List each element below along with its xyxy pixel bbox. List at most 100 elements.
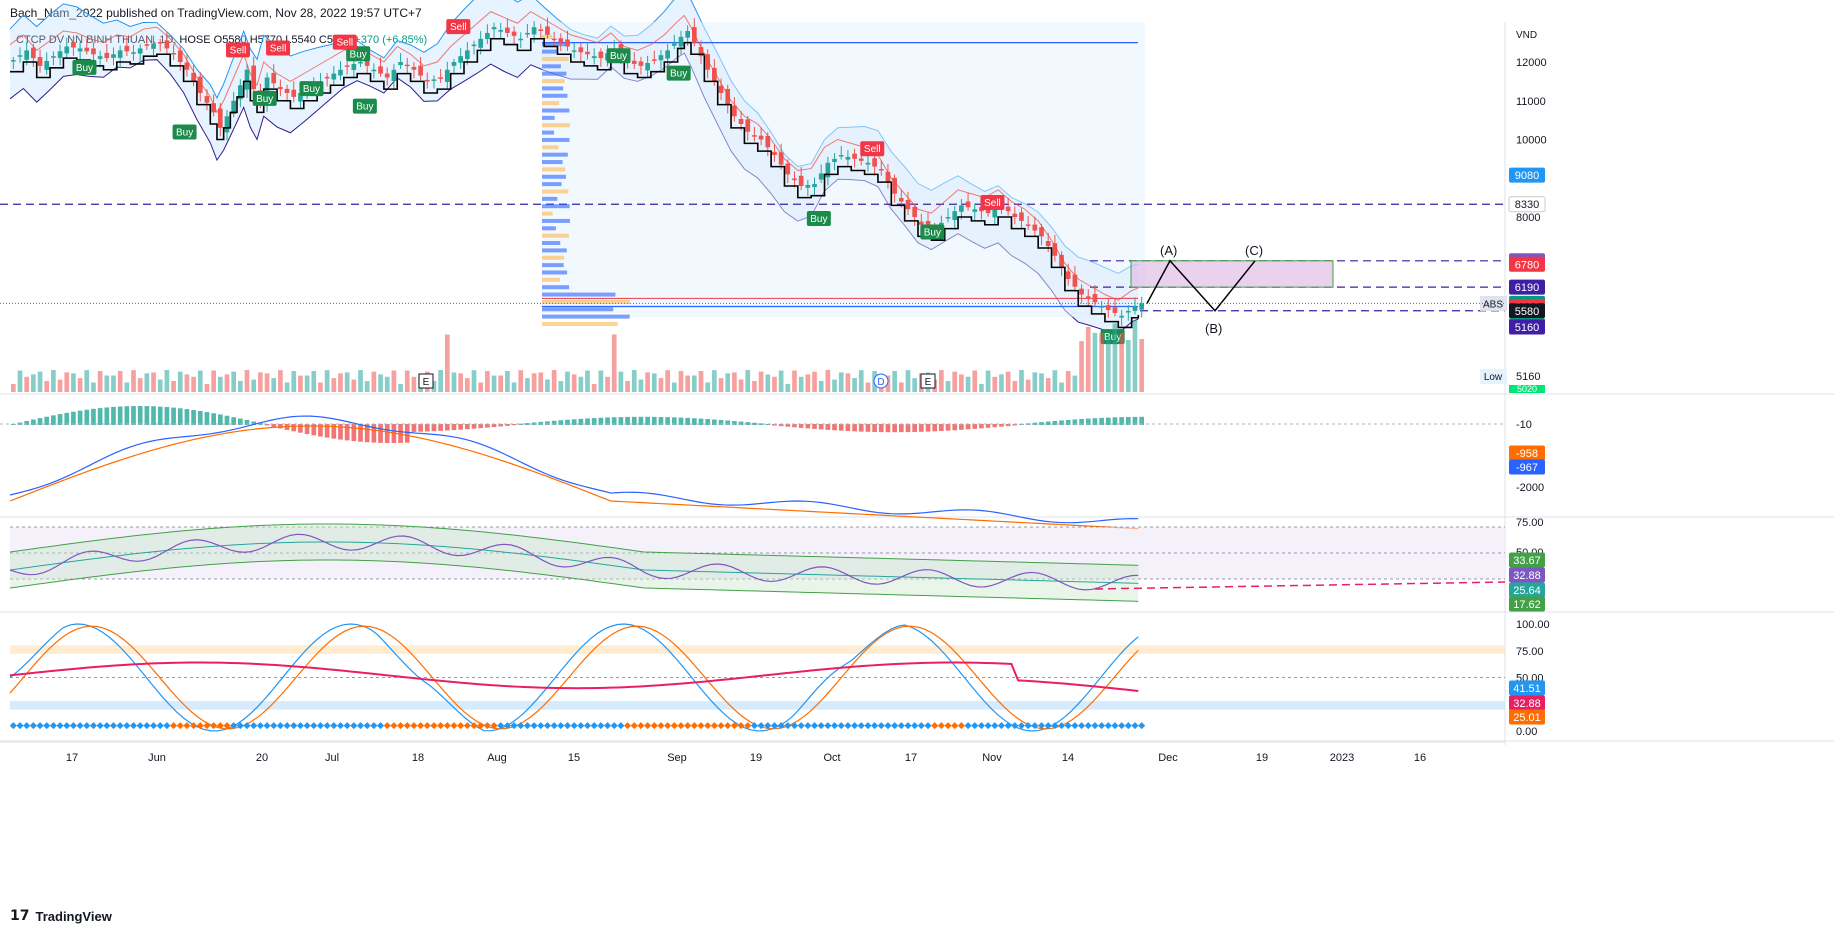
stoch-diamond-marker xyxy=(550,722,558,730)
stoch-diamond-marker xyxy=(570,722,578,730)
volume-profile-bar xyxy=(542,71,567,76)
stoch-diamond-marker xyxy=(851,722,859,730)
volume-bar xyxy=(972,370,978,392)
volume-bar xyxy=(818,380,824,392)
candle-body xyxy=(471,44,477,47)
macd-histogram-bar xyxy=(151,406,156,425)
volume-bar xyxy=(712,370,717,392)
stoch-diamond-marker xyxy=(844,722,852,730)
candle-body xyxy=(1065,271,1071,279)
candle-body xyxy=(244,69,250,90)
candle-body xyxy=(1092,293,1098,303)
macd-histogram-bar xyxy=(551,420,557,425)
macd-histogram-bar xyxy=(798,424,804,428)
volume-profile-bar xyxy=(542,307,614,312)
price-label-text: 9080 xyxy=(1515,170,1539,182)
candle-body xyxy=(291,89,297,97)
candle-body xyxy=(505,27,510,33)
buy-signal xyxy=(252,90,277,106)
macd-histogram-bar xyxy=(1092,418,1098,425)
stoch-diamond-marker xyxy=(1118,722,1126,730)
candle-body xyxy=(1099,306,1104,308)
stoch-diamond-marker xyxy=(937,722,945,730)
candle-body xyxy=(965,201,971,208)
stoch-diamond-marker xyxy=(323,722,331,730)
candle-body xyxy=(278,86,283,90)
x-axis-tick: 17 xyxy=(66,752,78,764)
stoch-diamond-marker xyxy=(150,722,158,730)
candle-body xyxy=(77,48,83,52)
candle-body xyxy=(1052,243,1058,256)
volume-bar xyxy=(1125,339,1131,392)
stoch-k-line xyxy=(9,623,1139,732)
stoch-diamond-marker xyxy=(717,722,725,730)
candle-body xyxy=(585,51,590,55)
buy-signal-label: Buy xyxy=(610,51,627,62)
volume-bar xyxy=(478,382,484,392)
candle-body xyxy=(985,209,991,214)
volume-bar xyxy=(111,375,116,392)
stoch-diamond-marker xyxy=(891,722,899,730)
earnings-marker xyxy=(920,373,936,389)
stoch-diamond-marker xyxy=(296,722,304,730)
volume-bar xyxy=(745,370,751,392)
volume-bar xyxy=(505,371,510,392)
macd-histogram-bar xyxy=(411,424,417,432)
macd-histogram-bar xyxy=(785,424,791,427)
volume-bar xyxy=(939,370,944,392)
abs-tag xyxy=(1480,295,1507,311)
candle-body xyxy=(651,59,657,61)
macd-histogram-bar xyxy=(137,406,143,425)
volume-bar xyxy=(157,379,163,392)
macd-histogram-bar xyxy=(591,418,597,425)
candle-body xyxy=(177,50,183,62)
macd-axis-tick: -2000 xyxy=(1516,482,1544,494)
macd-histogram-bar xyxy=(692,418,697,425)
macd-histogram-bar xyxy=(752,422,757,425)
macd-histogram-bar xyxy=(1119,417,1124,425)
x-axis-tick: Nov xyxy=(982,752,1002,764)
volume-bar xyxy=(692,375,697,392)
stoch-diamond-marker xyxy=(497,722,505,730)
volume-profile-bar xyxy=(542,196,558,201)
volume-bar xyxy=(732,372,737,392)
x-axis-tick: 16 xyxy=(1414,752,1426,764)
stoch-oversold-band xyxy=(10,701,1505,710)
macd-histogram-bar xyxy=(64,412,70,425)
volume-bar xyxy=(905,370,911,392)
volume-profile-bar xyxy=(542,226,556,231)
volume-bar xyxy=(852,378,857,392)
macd-histogram-bar xyxy=(491,424,497,428)
volume-bar xyxy=(238,380,243,392)
macd-histogram-bar xyxy=(358,424,363,442)
macd-histogram-bar xyxy=(738,421,744,425)
candle-body xyxy=(1032,224,1038,231)
buy-signal xyxy=(352,98,377,114)
macd-histogram-bar xyxy=(565,419,570,425)
price-label-5020 xyxy=(1509,385,1545,393)
volume-profile-bar xyxy=(542,314,630,319)
macd-histogram-bar xyxy=(892,424,897,433)
stoch-diamond-marker xyxy=(704,722,712,730)
stoch-diamond-marker xyxy=(457,722,465,730)
stoch-diamond-marker xyxy=(777,722,785,730)
macd-histogram-bar xyxy=(378,424,383,443)
stoch-diamond-marker xyxy=(303,722,311,730)
macd-label-text: -967 xyxy=(1516,462,1538,474)
stoch-diamond-marker xyxy=(163,722,171,730)
stoch-diamond-marker xyxy=(23,722,31,730)
stoch-diamond-marker xyxy=(383,722,391,730)
macd-histogram-bar xyxy=(812,424,817,429)
stoch-diamond-marker xyxy=(109,722,118,730)
buy-signal-label: Buy xyxy=(176,128,193,139)
x-axis-tick: 19 xyxy=(1256,752,1268,764)
x-axis-tick: 18 xyxy=(412,752,424,764)
candle-body xyxy=(972,209,978,212)
rsi-band-fill xyxy=(10,527,1505,579)
macd-histogram-bar xyxy=(872,424,877,432)
volume-profile-bar xyxy=(542,145,559,150)
volume-bar xyxy=(358,370,363,392)
macd-histogram-bar xyxy=(351,424,357,442)
stoch-diamond-marker xyxy=(577,722,585,730)
